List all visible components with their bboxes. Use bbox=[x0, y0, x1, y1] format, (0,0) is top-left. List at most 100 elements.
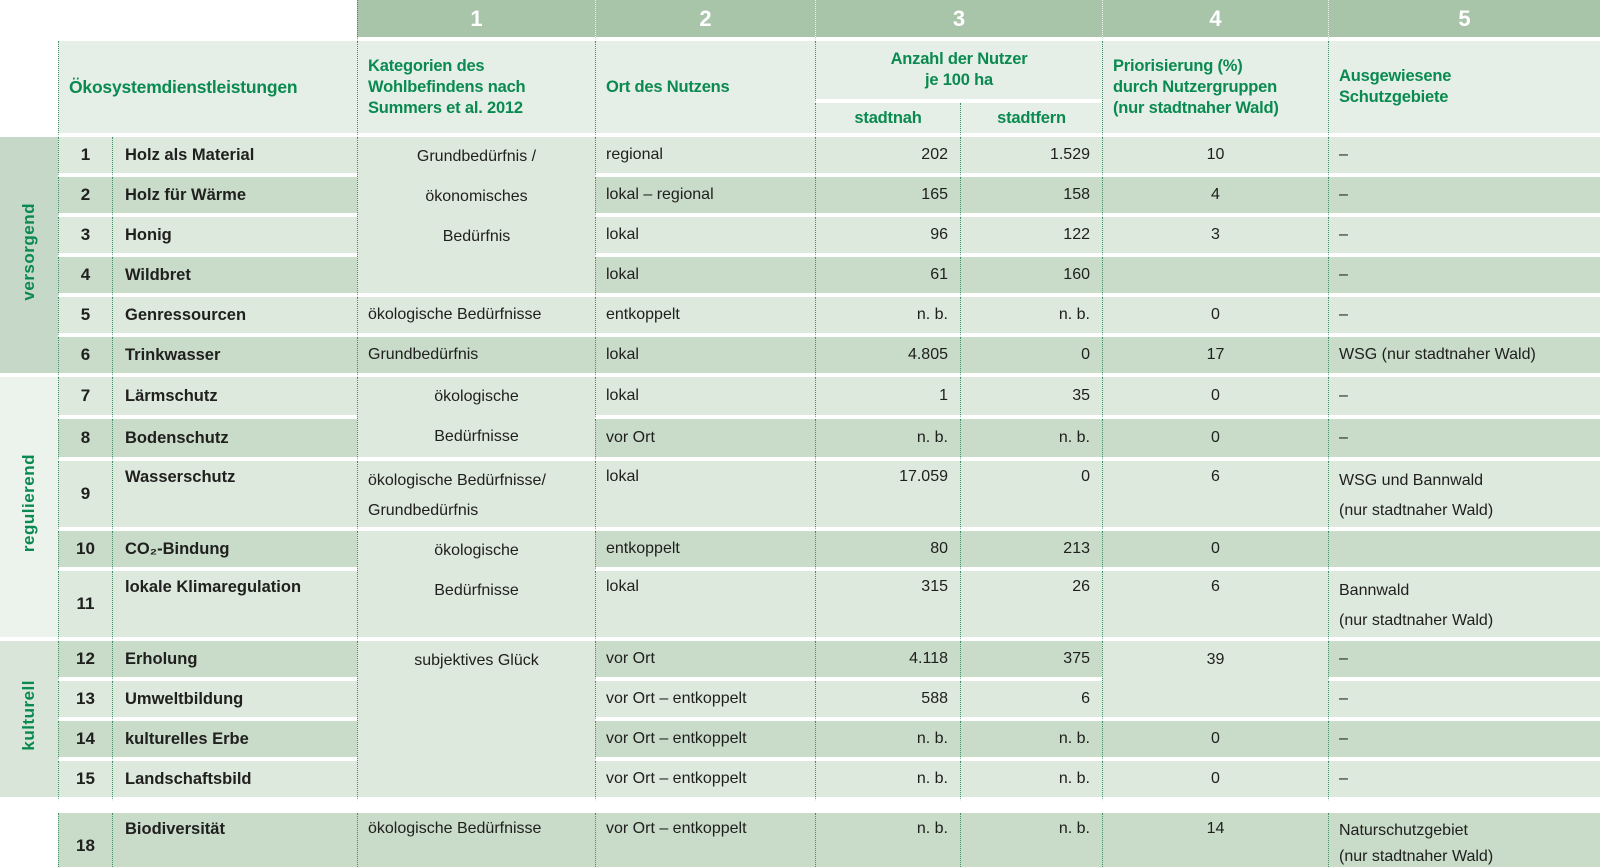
table-row: 2 Holz für Wärme lokal – regional 165 15… bbox=[0, 177, 1600, 217]
protected-cell: – bbox=[1328, 217, 1600, 257]
table-row: versorgend 1 Holz als Material Grundbedü… bbox=[0, 137, 1600, 377]
users-near-cell: n. b. bbox=[815, 761, 960, 801]
service-name: Lärmschutz bbox=[112, 377, 357, 419]
users-far-cell: 26 bbox=[960, 571, 1102, 641]
row-gap bbox=[0, 801, 1600, 813]
protected-cell: Bannwald (nur stadtnaher Wald) bbox=[1328, 571, 1600, 641]
table-row: 9 Wasserschutz ökologische Bedürfnisse/ … bbox=[0, 461, 1600, 531]
category-cell: ökologische Bedürfnisse bbox=[357, 297, 595, 337]
table-row: regulierend 7 Lärmschutz ökologische Bed… bbox=[0, 377, 1600, 641]
table-row: 13 Umweltbildung vor Ort – entkoppelt 58… bbox=[0, 681, 1600, 721]
band-number: 2 bbox=[595, 0, 815, 41]
place-cell: regional bbox=[595, 137, 815, 177]
service-name: Landschaftsbild bbox=[112, 761, 357, 801]
service-name: Holz als Material bbox=[112, 137, 357, 177]
header-ecosystem-services: Ökosystemdienstleistungen bbox=[58, 41, 357, 137]
users-far-cell: 122 bbox=[960, 217, 1102, 257]
table-row: 11 lokale Klimaregulation lokal 315 26 6… bbox=[0, 571, 1600, 641]
place-cell: entkoppelt bbox=[595, 297, 815, 337]
category-cell: ökologische Bedürfnisse bbox=[357, 377, 595, 461]
protected-cell: – bbox=[1328, 419, 1600, 461]
table-row: 10 CO₂-Bindung ökologische Bedürfnisse e… bbox=[0, 531, 1600, 641]
row-number: 4 bbox=[58, 257, 112, 297]
subheader-stadtfern: stadtfern bbox=[960, 103, 1102, 137]
users-near-cell: 4.805 bbox=[815, 337, 960, 377]
users-near-cell: 165 bbox=[815, 177, 960, 217]
protected-cell: – bbox=[1328, 761, 1600, 801]
table-row: 3 Honig lokal 96 122 3 – bbox=[0, 217, 1600, 257]
users-near-cell: n. b. bbox=[815, 419, 960, 461]
row-number: 6 bbox=[58, 337, 112, 377]
band-number: 4 bbox=[1102, 0, 1328, 41]
service-name: Erholung bbox=[112, 641, 357, 681]
row-number: 12 bbox=[58, 641, 112, 681]
users-far-cell: n. b. bbox=[960, 813, 1102, 867]
users-near-cell: 4.118 bbox=[815, 641, 960, 681]
category-cell: ökologische Bedürfnisse bbox=[357, 531, 595, 641]
protected-cell: WSG (nur stadtnaher Wald) bbox=[1328, 337, 1600, 377]
protected-cell: – bbox=[1328, 257, 1600, 297]
users-near-cell: 80 bbox=[815, 531, 960, 571]
place-cell: entkoppelt bbox=[595, 531, 815, 571]
service-name: CO₂-Bindung bbox=[112, 531, 357, 571]
table-row: 5 Genressourcen ökologische Bedürfnisse … bbox=[0, 297, 1600, 337]
table-row: 14 kulturelles Erbe vor Ort – entkoppelt… bbox=[0, 721, 1600, 761]
row-number: 18 bbox=[58, 813, 112, 867]
group-label-regulierend: regulierend bbox=[19, 454, 38, 553]
users-far-cell: 0 bbox=[960, 337, 1102, 377]
protected-cell: – bbox=[1328, 681, 1600, 721]
row-number: 11 bbox=[58, 571, 112, 641]
place-cell: lokal bbox=[595, 217, 815, 257]
header-categories: Kategorien des Wohlbefindens nach Summer… bbox=[357, 41, 595, 137]
users-near-cell: n. b. bbox=[815, 297, 960, 337]
header-place-of-use: Ort des Nutzens bbox=[595, 41, 815, 137]
protected-cell: – bbox=[1328, 377, 1600, 419]
protected-cell: – bbox=[1328, 721, 1600, 761]
row-number: 8 bbox=[58, 419, 112, 461]
row-number: 10 bbox=[58, 531, 112, 571]
row-number: 14 bbox=[58, 721, 112, 761]
column-number-band: 1 2 3 4 5 bbox=[0, 0, 1600, 41]
service-name: Wasserschutz bbox=[112, 461, 357, 531]
place-cell: lokal – regional bbox=[595, 177, 815, 217]
users-far-cell: 160 bbox=[960, 257, 1102, 297]
users-near-cell: n. b. bbox=[815, 721, 960, 761]
table-row: 8 Bodenschutz vor Ort n. b. n. b. 0 – bbox=[0, 419, 1600, 461]
group-cell-empty bbox=[0, 813, 58, 867]
table-row: 4 Wildbret lokal 61 160 – bbox=[0, 257, 1600, 297]
service-name: lokale Klimaregulation bbox=[112, 571, 357, 641]
priority-cell: 10 bbox=[1102, 137, 1328, 177]
subheader-row: stadtnah stadtfern bbox=[0, 103, 1600, 137]
protected-cell: – bbox=[1328, 297, 1600, 337]
row-number: 9 bbox=[58, 461, 112, 531]
group-cell-regulierend: regulierend bbox=[0, 377, 58, 641]
users-far-cell: 213 bbox=[960, 531, 1102, 571]
subheader-stadtnah: stadtnah bbox=[815, 103, 960, 137]
place-cell: lokal bbox=[595, 461, 815, 531]
users-far-cell: n. b. bbox=[960, 721, 1102, 761]
row-number: 1 bbox=[58, 137, 112, 177]
priority-cell: 4 bbox=[1102, 177, 1328, 217]
protected-cell: – bbox=[1328, 641, 1600, 681]
table-row: 18 Biodiversität ökologische Bedürfnisse… bbox=[0, 813, 1600, 867]
service-name: Umweltbildung bbox=[112, 681, 357, 721]
place-cell: vor Ort – entkoppelt bbox=[595, 681, 815, 721]
priority-cell: 17 bbox=[1102, 337, 1328, 377]
row-number: 2 bbox=[58, 177, 112, 217]
service-name: kulturelles Erbe bbox=[112, 721, 357, 761]
priority-cell: 3 bbox=[1102, 217, 1328, 257]
service-name: Honig bbox=[112, 217, 357, 257]
table-row: kulturell 12 Erholung subjektives Glück … bbox=[0, 641, 1600, 801]
protected-cell: – bbox=[1328, 177, 1600, 217]
users-near-cell: 96 bbox=[815, 217, 960, 257]
priority-cell: 0 bbox=[1102, 721, 1328, 761]
users-far-cell: 35 bbox=[960, 377, 1102, 419]
service-name: Genressourcen bbox=[112, 297, 357, 337]
users-far-cell: n. b. bbox=[960, 419, 1102, 461]
place-cell: lokal bbox=[595, 571, 815, 641]
category-cell: Grundbedürfnis / ökonomisches Bedürfnis bbox=[357, 137, 595, 297]
category-cell: Grundbedürfnis bbox=[357, 337, 595, 377]
users-near-cell: 61 bbox=[815, 257, 960, 297]
place-cell: vor Ort – entkoppelt bbox=[595, 721, 815, 761]
priority-cell: 0 bbox=[1102, 419, 1328, 461]
